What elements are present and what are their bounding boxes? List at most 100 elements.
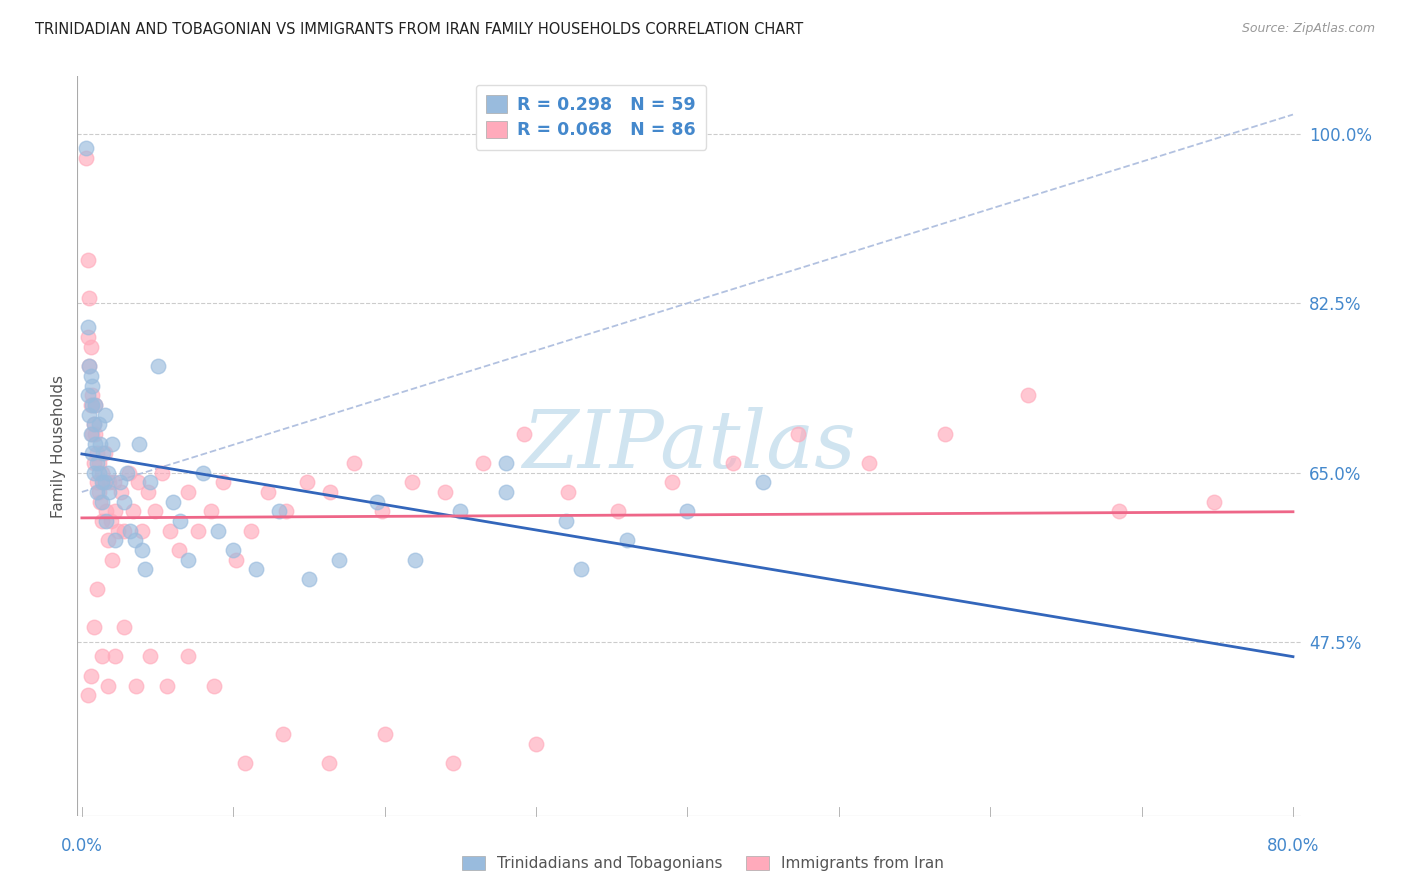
Point [79,408,101,422]
Point [434,485,457,500]
Point [374,727,396,741]
Point [98,485,121,500]
Point [84,398,107,412]
Point [1108,504,1130,518]
Point [77,320,100,334]
Point [80,669,103,683]
Point [117,466,139,480]
Point [240,524,263,538]
Point [93,475,115,490]
Point [276,504,298,518]
Point [83,417,105,432]
Point [858,456,880,470]
Point [104,533,127,548]
Point [138,485,160,500]
Point [1017,388,1039,402]
Point [90,494,112,508]
Point [146,359,169,373]
Point [97,679,120,693]
Point [87,417,110,432]
Point [101,552,124,566]
Point [93,408,115,422]
Point [318,756,340,770]
Point [87,485,110,500]
Point [177,485,200,500]
Point [90,475,112,490]
Point [177,552,200,566]
Point [83,466,105,480]
Point [128,436,150,450]
Point [139,475,162,490]
Point [122,504,145,518]
Point [200,504,222,518]
Point [97,466,120,480]
Point [235,756,257,770]
Text: 0.0%: 0.0% [60,838,103,855]
Point [343,456,366,470]
Point [77,688,100,702]
Point [75,141,97,155]
Point [366,494,388,508]
Point [124,533,146,548]
Point [131,543,153,558]
Point [80,398,103,412]
Point [84,426,107,441]
Point [101,436,124,450]
Point [90,466,112,480]
Point [207,524,229,538]
Point [77,252,100,267]
Point [495,456,517,470]
Point [86,475,108,490]
Point [187,524,209,538]
Point [118,466,141,480]
Point [441,756,464,770]
Point [606,504,628,518]
Point [84,398,107,412]
Point [167,543,190,558]
Point [79,359,101,373]
Point [93,446,115,460]
Point [112,620,135,634]
Point [77,388,100,402]
Point [449,504,471,518]
Point [721,456,744,470]
Text: ZIPatlas: ZIPatlas [522,408,856,484]
Point [107,524,129,538]
Point [84,436,107,450]
Point [127,475,149,490]
Point [513,426,536,441]
Point [79,359,101,373]
Point [110,485,132,500]
Point [82,398,104,412]
Point [616,533,638,548]
Point [150,466,173,480]
Point [472,456,495,470]
Point [125,679,148,693]
Point [86,485,108,500]
Point [404,552,426,566]
Point [787,426,810,441]
Point [94,514,117,528]
Point [211,475,233,490]
Point [131,524,153,538]
Legend: Trinidadians and Tobagonians, Immigrants from Iran: Trinidadians and Tobagonians, Immigrants… [456,850,950,877]
Point [177,649,200,664]
Point [104,504,127,518]
Point [495,485,517,500]
Point [571,562,593,576]
Point [104,649,127,664]
Point [112,524,135,538]
Point [103,475,125,490]
Point [401,475,423,490]
Point [91,475,114,490]
Point [112,494,135,508]
Point [87,456,110,470]
Point [661,475,683,490]
Point [319,485,342,500]
Point [134,562,156,576]
Point [87,466,110,480]
Point [89,436,111,450]
Point [98,475,121,490]
Point [90,514,112,528]
Point [222,543,245,558]
